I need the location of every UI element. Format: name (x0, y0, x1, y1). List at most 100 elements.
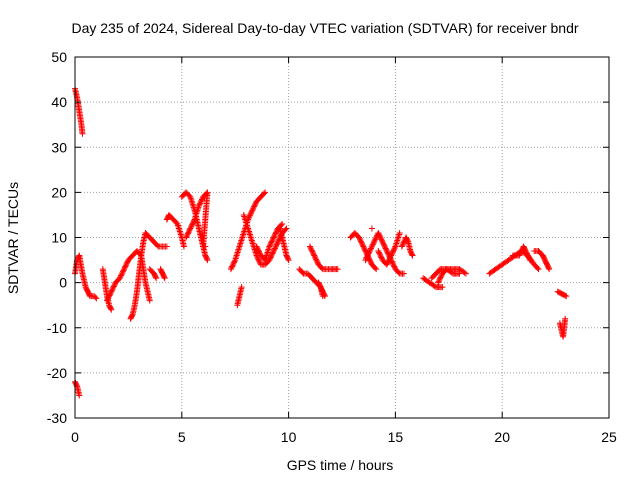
data-point (524, 251, 531, 258)
data-point (372, 264, 379, 271)
data-point (436, 277, 443, 284)
data-point (409, 252, 416, 259)
data-point (390, 262, 397, 269)
data-point (271, 233, 278, 240)
data-point (309, 248, 316, 255)
data-point (229, 263, 236, 270)
data-point (372, 236, 379, 243)
data-point (187, 225, 194, 232)
data-point (229, 262, 236, 269)
data-point (388, 251, 395, 258)
data-point (307, 244, 314, 251)
data-point (334, 266, 341, 273)
data-point (271, 245, 278, 252)
data-point (76, 392, 83, 399)
data-point (274, 239, 281, 246)
data-point (383, 248, 390, 255)
data-point (252, 200, 259, 207)
data-point (79, 130, 86, 137)
axis-ticks: 0 5 10 15 20 25 -30 -20 -10 0 10 20 30 40 50 (47, 49, 617, 445)
data-point (121, 264, 128, 271)
data-point (431, 283, 438, 290)
data-point (122, 262, 129, 269)
data-point (186, 228, 193, 235)
data-point (525, 253, 532, 260)
data-point (383, 261, 390, 268)
data-point (382, 245, 389, 252)
data-point (104, 297, 111, 304)
data-point (185, 229, 192, 236)
data-point (563, 293, 570, 300)
data-point (378, 237, 385, 244)
data-point (254, 255, 261, 262)
data-point (370, 240, 377, 247)
data-point (146, 297, 153, 304)
x-axis-label: GPS time / hours (287, 457, 394, 473)
data-point (384, 249, 391, 256)
data-point (203, 255, 210, 262)
data-point (250, 204, 257, 211)
x-tick-label: 10 (281, 429, 297, 445)
data-point (183, 234, 190, 241)
data-point (119, 268, 126, 275)
data-point (389, 249, 396, 256)
data-point (248, 208, 255, 215)
data-point (364, 253, 371, 260)
data-point (267, 240, 274, 247)
data-point (273, 242, 280, 249)
data-point (516, 251, 523, 258)
data-point (526, 255, 533, 262)
data-point (437, 274, 444, 281)
data-point (262, 189, 269, 196)
data-point (361, 246, 368, 253)
data-point (228, 264, 235, 271)
data-point (191, 217, 198, 224)
data-point (311, 252, 318, 259)
y-tick-label: 30 (51, 139, 67, 155)
data-point (269, 250, 276, 257)
data-point (526, 257, 533, 264)
data-point (380, 241, 387, 248)
data-point (371, 237, 378, 244)
data-point (358, 239, 365, 246)
data-point (118, 272, 125, 279)
y-tick-label: -10 (47, 320, 67, 336)
data-point (388, 252, 395, 259)
data-point (153, 275, 160, 282)
data-point (273, 229, 280, 236)
data-point (376, 250, 383, 257)
data-point (386, 256, 393, 263)
data-point (391, 244, 398, 251)
data-point (371, 239, 378, 246)
data-point (108, 287, 115, 294)
data-point (251, 203, 258, 210)
data-point (107, 291, 114, 298)
data-point (377, 253, 384, 260)
data-points (72, 85, 570, 399)
data-point (254, 244, 261, 251)
data-point (249, 206, 256, 213)
data-point (311, 253, 318, 260)
data-point (272, 230, 279, 237)
data-point (562, 292, 569, 299)
data-point (387, 253, 394, 260)
data-point (248, 210, 255, 217)
data-point (391, 263, 398, 270)
data-point (367, 258, 374, 265)
data-point (163, 243, 170, 250)
data-point (456, 270, 463, 277)
data-point (274, 240, 281, 247)
data-point (261, 190, 268, 197)
data-point (117, 273, 124, 280)
y-tick-label: 50 (51, 49, 67, 65)
data-point (310, 251, 317, 258)
data-point (535, 266, 542, 273)
data-point (270, 235, 277, 242)
data-point (247, 211, 254, 218)
data-point (381, 242, 388, 249)
data-point (380, 240, 387, 247)
data-point (270, 248, 277, 255)
data-point (369, 242, 376, 249)
data-point (436, 275, 443, 282)
data-point (124, 259, 131, 266)
